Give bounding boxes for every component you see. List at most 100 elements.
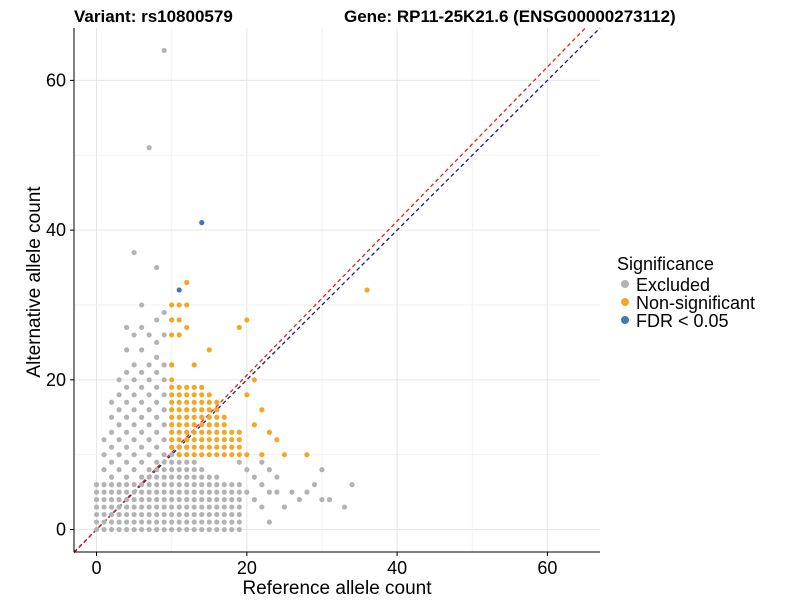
point-excluded <box>101 497 107 503</box>
point-nonsignificant <box>184 429 190 435</box>
point-excluded <box>161 519 167 525</box>
point-nonsignificant <box>229 444 235 450</box>
point-fdr <box>176 287 182 293</box>
point-excluded <box>146 526 152 533</box>
legend-swatch <box>621 316 629 324</box>
legend-label: FDR < 0.05 <box>636 311 729 331</box>
point-excluded <box>161 467 167 473</box>
point-nonsignificant <box>184 384 190 390</box>
point-excluded <box>161 474 167 480</box>
point-excluded <box>116 482 122 488</box>
point-excluded <box>139 399 145 405</box>
point-excluded <box>124 482 130 488</box>
point-excluded <box>108 489 115 495</box>
point-excluded <box>266 489 272 495</box>
point-excluded <box>139 324 145 331</box>
point-excluded <box>169 511 175 518</box>
point-excluded <box>221 504 227 510</box>
point-excluded <box>184 504 190 510</box>
point-excluded <box>146 452 152 458</box>
point-nonsignificant <box>199 444 205 450</box>
point-excluded <box>146 482 152 488</box>
point-nonsignificant <box>184 399 190 405</box>
point-excluded <box>266 519 272 525</box>
point-excluded <box>221 497 227 503</box>
point-excluded <box>161 504 167 510</box>
y-tick-label: 0 <box>56 520 66 540</box>
point-excluded <box>131 249 137 256</box>
point-nonsignificant <box>206 347 212 353</box>
x-axis-label: Reference allele count <box>242 578 432 599</box>
point-excluded <box>108 399 115 405</box>
point-excluded <box>169 519 175 525</box>
point-nonsignificant <box>221 414 227 420</box>
point-excluded <box>116 422 122 428</box>
point-excluded <box>206 482 212 488</box>
reference-line-fit <box>73 27 586 554</box>
point-excluded <box>154 264 160 271</box>
x-axis-ticks: 0 20 40 60 <box>92 552 557 578</box>
point-nonsignificant <box>176 332 182 338</box>
point-excluded <box>139 414 145 420</box>
point-nonsignificant <box>191 392 197 398</box>
point-excluded <box>146 511 152 518</box>
point-excluded <box>319 497 325 503</box>
point-excluded <box>124 511 130 518</box>
point-nonsignificant <box>236 324 242 331</box>
point-excluded <box>169 482 175 488</box>
point-excluded <box>116 392 122 398</box>
point-excluded <box>206 519 212 525</box>
point-excluded <box>139 511 145 518</box>
point-nonsignificant <box>236 437 242 443</box>
point-excluded <box>146 504 152 510</box>
point-excluded <box>274 489 280 495</box>
point-nonsignificant <box>199 452 205 458</box>
point-excluded <box>124 497 130 503</box>
point-excluded <box>214 489 220 495</box>
point-excluded <box>229 511 235 518</box>
point-nonsignificant <box>191 422 197 428</box>
point-excluded <box>154 339 160 345</box>
point-nonsignificant <box>206 392 212 398</box>
point-nonsignificant <box>214 422 220 428</box>
point-nonsignificant <box>169 332 175 338</box>
point-excluded <box>266 467 272 473</box>
point-excluded <box>93 489 100 495</box>
point-nonsignificant <box>184 422 190 428</box>
point-excluded <box>154 519 160 525</box>
point-nonsignificant <box>206 452 212 458</box>
point-nonsignificant <box>169 392 175 398</box>
point-excluded <box>176 519 182 525</box>
point-excluded <box>184 526 190 533</box>
point-nonsignificant <box>199 399 205 405</box>
point-excluded <box>154 489 160 495</box>
point-excluded <box>108 482 115 488</box>
point-excluded <box>154 474 160 480</box>
point-excluded <box>176 511 182 518</box>
point-excluded <box>124 369 130 375</box>
point-excluded <box>146 467 152 473</box>
point-excluded <box>191 482 197 488</box>
point-excluded <box>191 511 197 518</box>
point-excluded <box>131 489 137 495</box>
point-excluded <box>296 497 303 503</box>
point-excluded <box>169 474 175 480</box>
point-excluded <box>236 511 242 518</box>
point-excluded <box>176 459 182 465</box>
point-excluded <box>176 489 182 495</box>
point-excluded <box>108 459 115 465</box>
point-excluded <box>191 526 197 533</box>
point-nonsignificant <box>169 414 175 420</box>
point-excluded <box>139 482 145 488</box>
point-excluded <box>199 467 205 473</box>
title-gene: Gene: RP11-25K21.6 (ENSG00000273112) <box>344 7 676 26</box>
point-nonsignificant <box>214 444 220 450</box>
point-nonsignificant <box>251 422 257 428</box>
point-excluded <box>116 407 122 413</box>
point-excluded <box>139 444 145 450</box>
point-nonsignificant <box>184 437 190 443</box>
point-excluded <box>108 511 115 518</box>
point-excluded <box>124 519 130 525</box>
point-excluded <box>101 504 107 510</box>
point-excluded <box>146 392 152 398</box>
